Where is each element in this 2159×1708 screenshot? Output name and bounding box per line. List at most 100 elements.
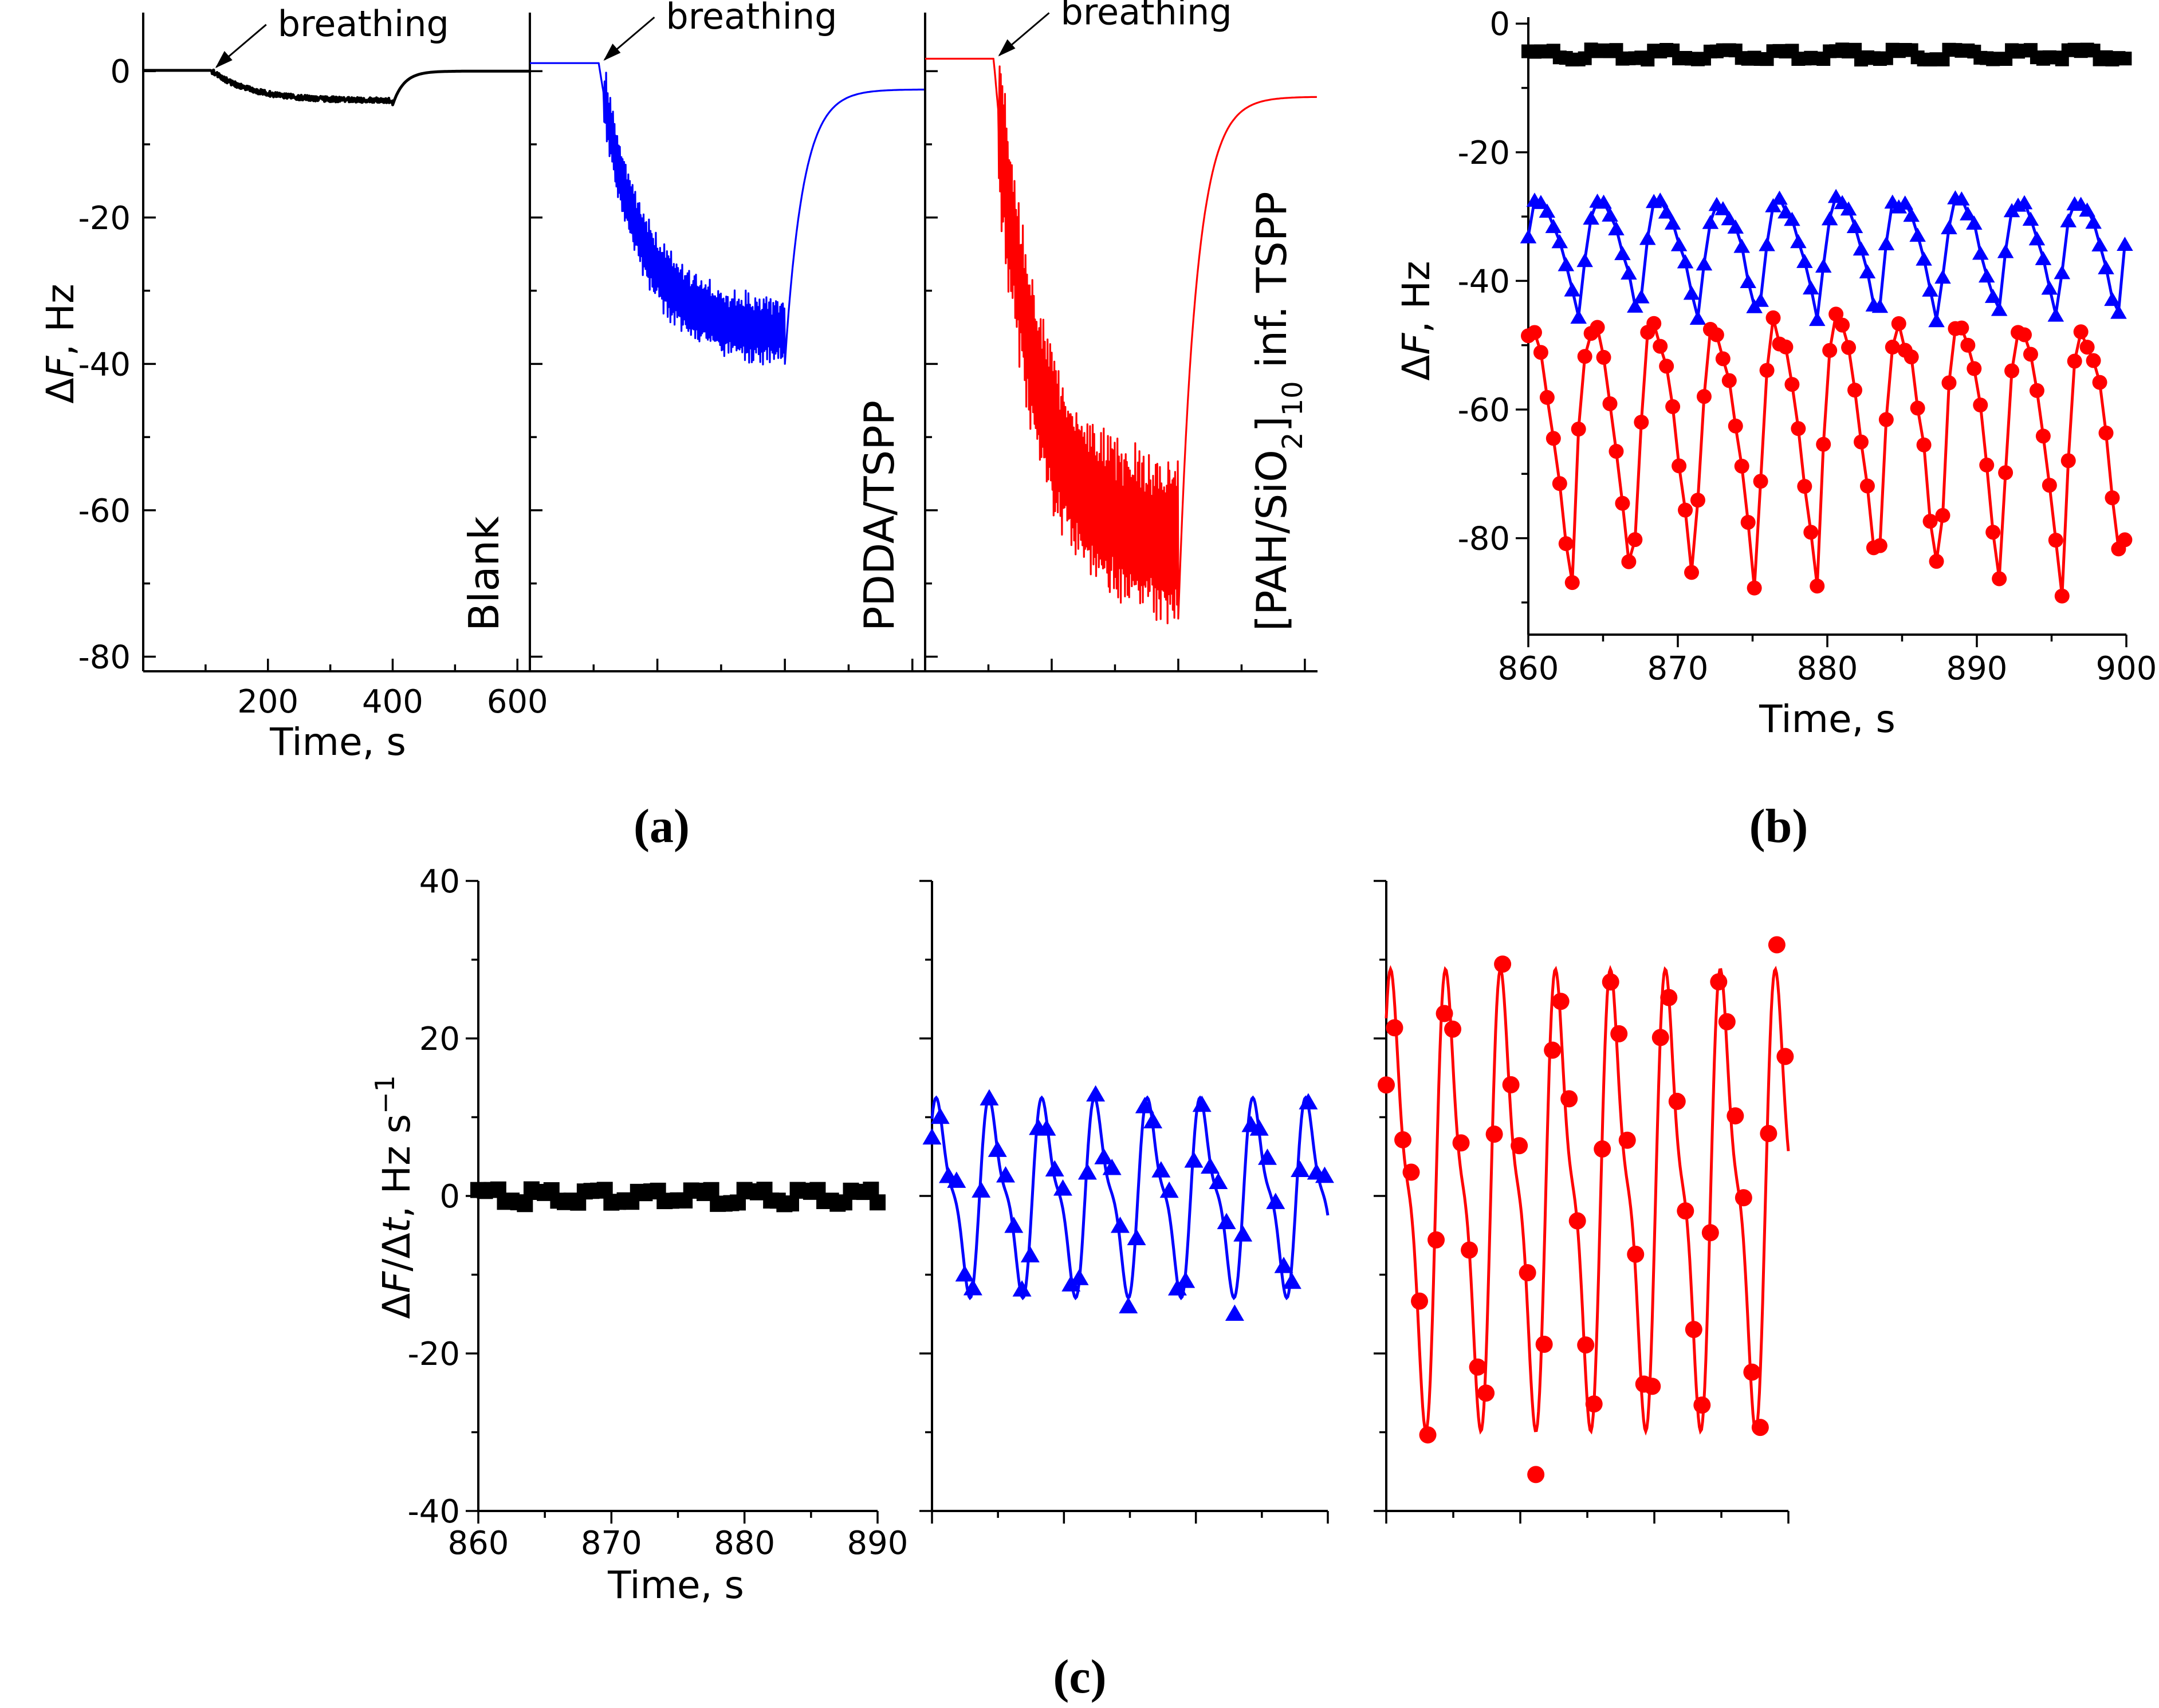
panel-b-point <box>1784 211 1800 226</box>
panel-b-point <box>1665 399 1681 414</box>
panel-c-point <box>1402 1163 1420 1181</box>
panel-c-point <box>930 1107 950 1124</box>
panel-b-point <box>1803 525 1819 540</box>
panel-b-point <box>1871 298 1889 313</box>
panel-b-point <box>1997 243 2014 258</box>
panel-b-point <box>1564 575 1580 591</box>
panel-c-point <box>1768 936 1786 954</box>
panel-b-point <box>2092 375 2107 390</box>
panel-c-point <box>1535 1336 1553 1353</box>
panel-b-point <box>1847 383 1863 398</box>
panel-b-point <box>1621 265 1637 280</box>
panel-c-point <box>1233 1225 1253 1242</box>
panel-c-point <box>1266 1193 1285 1209</box>
panel-b-point <box>1689 310 1706 325</box>
panel-b-point <box>1922 514 1938 529</box>
panel-b-xlabel: Time, s <box>1759 697 1895 741</box>
panel-b-point <box>1633 289 1650 304</box>
panel-c-point <box>1668 1092 1686 1110</box>
panel-b-point <box>2028 231 2046 246</box>
breathing-annotation: breathing <box>278 3 449 45</box>
panel-b-point <box>1733 238 1751 253</box>
panel-b-xtick-label: 870 <box>1647 650 1709 687</box>
panel-b-point <box>1796 254 1813 268</box>
panel-b-point <box>1659 359 1674 374</box>
panel-b-point <box>1558 536 1574 552</box>
panel-c-point <box>1053 1179 1072 1196</box>
panel-a-ytick-label: -40 <box>78 346 131 383</box>
panel-c-point <box>1086 1085 1106 1102</box>
panel-c-ytick-label: 40 <box>419 863 460 900</box>
panel-c-point <box>1485 1125 1503 1143</box>
panel-b-point <box>1859 264 1876 279</box>
panel-b-point <box>1846 219 1863 234</box>
panel-b-point <box>2067 353 2082 369</box>
panel-b-point <box>1533 345 1548 360</box>
panel-c-point <box>1378 1076 1395 1094</box>
panel-c-point <box>1651 1029 1669 1046</box>
panel-a-sample-label: PDDA/TSPP <box>855 400 903 631</box>
panel-b-ytick-label: -80 <box>1458 521 1510 558</box>
panel-b-point <box>2004 363 2020 379</box>
panel-c-ytick-label: 20 <box>419 1021 460 1058</box>
panel-b-point <box>1904 349 1919 365</box>
panel-c-point <box>1282 1272 1301 1289</box>
panel-b-point <box>2091 237 2108 252</box>
panel-c-point <box>1494 955 1512 973</box>
panel-b-point <box>1721 211 1738 226</box>
panel-b-point <box>1672 458 1687 474</box>
panel-b-ytick-label: -60 <box>1458 392 1510 429</box>
panel-b-point <box>1690 493 1705 508</box>
panel-a-subplot-2: breathing PDDA/TSPP <box>529 0 925 672</box>
panel-b-point <box>1602 396 1618 411</box>
panel-b-point <box>2117 532 2133 548</box>
panel-c-point <box>1760 1125 1777 1143</box>
panel-c-point <box>1249 1119 1269 1136</box>
panel-c-point <box>1577 1336 1595 1354</box>
panel-c-point <box>1419 1426 1437 1444</box>
panel-b-point <box>1885 340 1900 355</box>
panel-c-point <box>1444 1020 1462 1038</box>
breathing-arrowhead <box>215 50 233 68</box>
panel-b-point <box>1960 206 1976 221</box>
panel-b-point <box>1828 306 1844 322</box>
panel-b-point <box>1727 219 1744 234</box>
panel-b-xtick-label: 860 <box>1498 650 1559 687</box>
panel-c-point <box>1411 1292 1429 1310</box>
panel-b-point <box>1835 317 1850 333</box>
panel-c-point <box>1315 1166 1334 1183</box>
panel-c-ytick-label: -40 <box>408 1493 460 1530</box>
panel-b-point <box>1602 207 1618 222</box>
panel-c-point <box>955 1265 974 1282</box>
breathing-annotation: breathing <box>1061 0 1232 33</box>
panel-b-point <box>1922 282 1938 297</box>
panel-c-point <box>1110 1216 1130 1233</box>
panel-c-point <box>1618 1131 1636 1149</box>
panel-c-point <box>1544 1041 1562 1059</box>
panel-a-subplot-3: breathing [PAH/SiO2]10 inf. TSPP <box>924 0 1318 672</box>
panel-b-point <box>1570 309 1587 324</box>
panel-b-point <box>1916 437 1932 452</box>
panel-c-point <box>1585 1395 1603 1413</box>
panel-c-point <box>1718 1013 1736 1030</box>
panel-b-point <box>2098 260 2114 274</box>
panel-c-point <box>1477 1384 1495 1402</box>
panel-c-point <box>1527 1466 1545 1483</box>
panel-c-point <box>1685 1321 1702 1339</box>
panel-b-point <box>1941 375 1957 391</box>
panel-b-point <box>1714 201 1732 215</box>
panel-b-series-1 <box>1521 42 2132 67</box>
panel-c-point <box>1184 1151 1204 1168</box>
panel-c-point <box>1069 1269 1089 1285</box>
panel-b-point <box>1954 320 1969 336</box>
panel-a-sample-label: [PAH/SiO2]10 inf. TSPP <box>1248 191 1309 631</box>
breathing-annotation: breathing <box>666 0 837 37</box>
breathing-arrowhead <box>998 39 1016 57</box>
panel-b-point <box>1527 325 1542 340</box>
panel-c-point <box>1594 1140 1611 1158</box>
panel-b-point <box>1653 339 1668 354</box>
panel-b-point <box>1840 201 1857 216</box>
panel-c-point <box>1602 973 1619 991</box>
panel-b-point <box>1564 282 1581 297</box>
panel-b-point <box>2079 202 2095 217</box>
